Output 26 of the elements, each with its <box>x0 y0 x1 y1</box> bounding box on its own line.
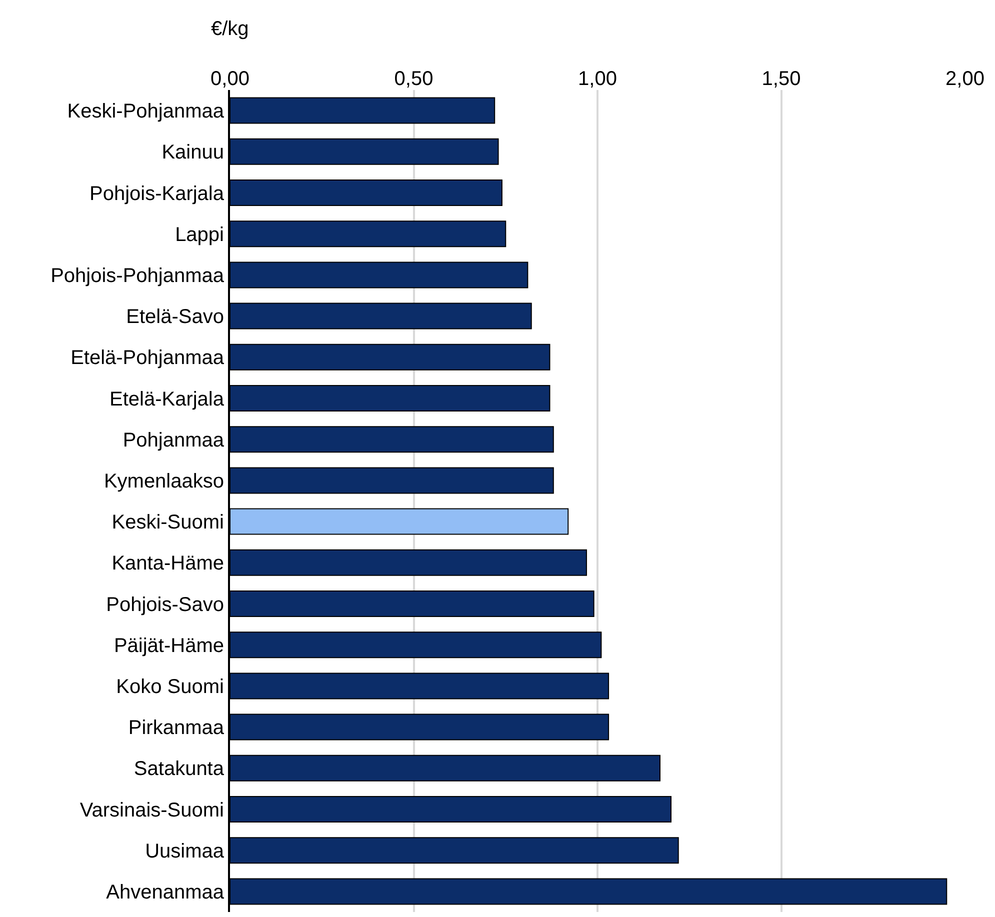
y-tick-label: Pirkanmaa <box>128 717 225 740</box>
y-tick-label: Kanta-Häme <box>112 552 224 575</box>
x-axis-title: €/kg <box>211 18 249 40</box>
x-tick-label: 2,00 <box>946 68 984 90</box>
x-tick-label: 1,00 <box>578 68 617 90</box>
y-tick-label: Keski-Pohjanmaa <box>67 100 225 123</box>
y-tick-label: Päijät-Häme <box>114 634 224 657</box>
x-tick-label: 1,50 <box>762 68 801 90</box>
y-tick-label: Kainuu <box>162 142 224 164</box>
y-tick-label: Pohjois-Pohjanmaa <box>50 264 225 287</box>
y-tick-label: Varsinais-Suomi <box>80 799 224 822</box>
x-tick-label: 0,00 <box>210 68 250 90</box>
x-tick-label: 0,50 <box>394 68 434 90</box>
y-tick-label: Etelä-Savo <box>126 306 224 328</box>
y-tick-label: Uusimaa <box>145 840 225 862</box>
y-tick-label: Ahvenanmaa <box>106 881 225 904</box>
y-tick-label: Etelä-Pohjanmaa <box>70 347 225 370</box>
y-tick-label: Koko Suomi <box>116 676 224 698</box>
y-tick-label: Satakunta <box>134 758 225 780</box>
y-tick-label: Keski-Suomi <box>112 512 224 534</box>
y-tick-label: Kymenlaakso <box>104 470 224 492</box>
y-tick-label: Pohjois-Karjala <box>89 182 225 205</box>
y-tick-label: Pohjois-Savo <box>106 594 224 616</box>
y-tick-label: Pohjanmaa <box>122 429 225 452</box>
y-tick-label: Lappi <box>175 224 224 246</box>
y-tick-label: Etelä-Karjala <box>109 388 225 410</box>
